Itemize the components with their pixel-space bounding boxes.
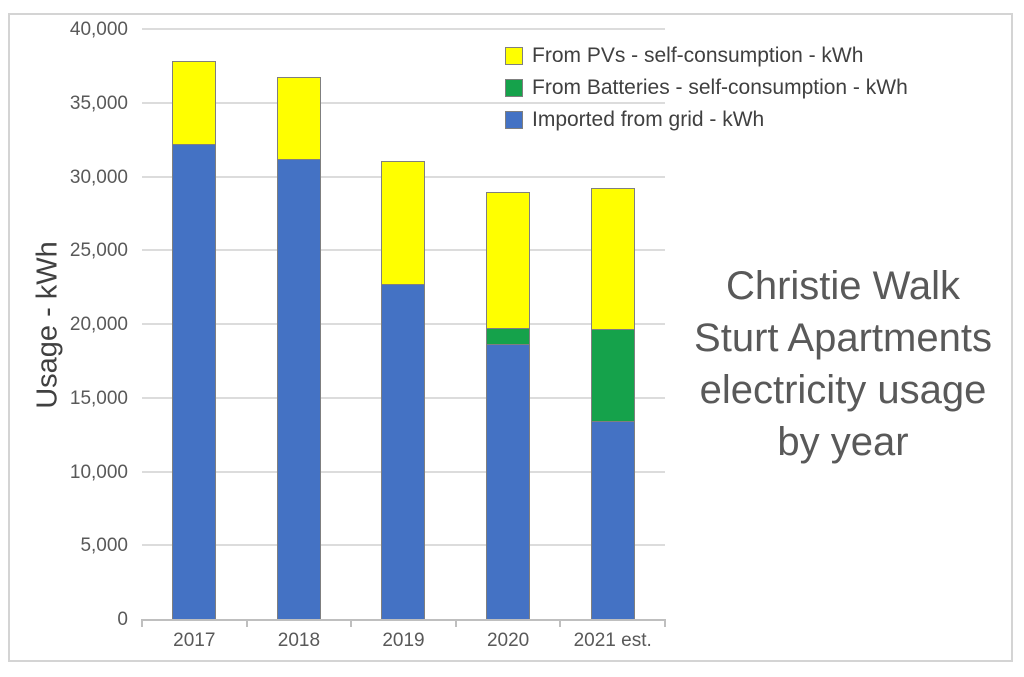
bar-segment — [590, 420, 635, 620]
y-tick-label: 25,000 — [69, 240, 128, 262]
bar-2021est — [590, 188, 635, 620]
bar-segment — [276, 76, 321, 161]
x-tick-label: 2021 est. — [573, 630, 652, 651]
legend-label: From PVs - self-consumption - kWh — [532, 44, 864, 67]
legend-label: Imported from grid - kWh — [532, 108, 765, 131]
chart-frame — [8, 13, 1013, 662]
bar-segment — [381, 283, 426, 620]
x-tick-label: 2020 — [486, 630, 530, 651]
x-tick-label: 2017 — [173, 630, 216, 651]
plot-area — [142, 28, 665, 620]
x-axis-tick — [350, 619, 353, 627]
bar-segment — [486, 328, 531, 346]
x-tick-label: 2019 — [382, 630, 425, 651]
bar-2020 — [486, 192, 531, 620]
x-tick-label: 2018 — [277, 630, 321, 651]
x-axis-tick — [664, 619, 666, 627]
bar-segment — [381, 160, 426, 285]
chart-legend: From PVs - self-consumption - kWh From Ba… — [505, 44, 908, 140]
y-tick-label: 30,000 — [69, 166, 128, 188]
bar-slot — [560, 30, 665, 620]
x-axis-tick-labels: 2017 2018 2019 2020 2021 est. — [142, 630, 665, 652]
bar-slot — [351, 30, 456, 620]
y-tick-label: 5,000 — [80, 535, 128, 557]
bar-segment — [486, 344, 531, 620]
bar-segment — [172, 143, 217, 620]
bar-2017 — [172, 60, 217, 620]
x-axis-tick — [141, 619, 143, 627]
y-tick-label: 0 — [117, 609, 128, 630]
bar-segment — [590, 328, 635, 422]
title-line: Christie Walk — [725, 264, 961, 308]
bar-segment — [590, 188, 635, 330]
bar-2018 — [276, 76, 321, 620]
bar-slot — [142, 30, 247, 620]
x-axis-tick — [559, 619, 562, 627]
bar-segment — [276, 159, 321, 620]
bar-2019 — [381, 160, 426, 620]
grid-line — [142, 28, 665, 30]
legend-swatch — [505, 47, 523, 65]
x-axis-tick — [454, 619, 457, 627]
y-tick-label: 10,000 — [69, 461, 128, 483]
y-tick-label: 15,000 — [69, 387, 128, 409]
chart-title: Christie Walk Sturt Apartments electricity… — [668, 260, 1018, 468]
legend-swatch — [505, 111, 523, 129]
y-tick-label: 35,000 — [69, 92, 128, 114]
x-axis-line — [141, 619, 666, 627]
legend-item: From PVs - self-consumption - kWh — [505, 44, 908, 68]
legend-item: Imported from grid - kWh — [505, 108, 908, 132]
y-tick-label: 40,000 — [69, 19, 128, 40]
y-tick-label: 20,000 — [69, 314, 128, 335]
legend-item: From Batteries - self-consumption - kWh — [505, 76, 908, 100]
bar-slot — [456, 30, 561, 620]
bar-segment — [486, 192, 531, 330]
legend-swatch — [505, 79, 523, 97]
y-axis-tick-labels: 0 5,000 10,000 15,000 20,000 25,000 30,000 35,0… — [0, 19, 134, 630]
x-axis-tick — [245, 619, 248, 627]
title-line: electricity usage — [699, 368, 987, 412]
bar-slot — [247, 30, 352, 620]
title-line: by year — [777, 420, 909, 464]
title-line: Sturt Apartments — [694, 316, 992, 360]
grid-line — [142, 101, 665, 104]
legend-label: From Batteries - self-consumption - kWh — [532, 76, 908, 99]
bar-segment — [172, 60, 217, 145]
